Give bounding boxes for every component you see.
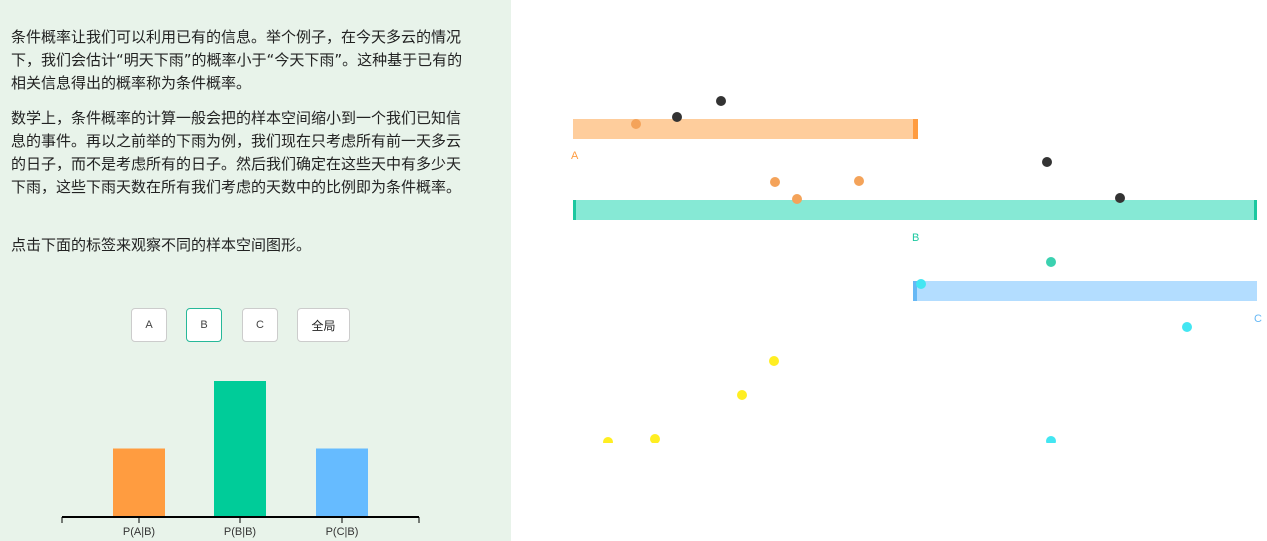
tab-c[interactable]: C [242, 308, 278, 342]
event-b-label: B [912, 232, 919, 244]
explanation-paragraph: 数学上，条件概率的计算一般会把的样本空间缩小到一个我们已知信息的事件。再以之前举… [11, 109, 462, 196]
sample-ball [1042, 157, 1052, 167]
probability-bar-chart: P(A|B) P(B|B) P(C|B) [61, 381, 420, 538]
x-tick-label-2: P(C|B) [326, 526, 359, 538]
event-b-bar [573, 200, 1257, 220]
sample-ball [716, 96, 726, 106]
bar-1 [214, 381, 266, 516]
instruction-paragraph: 点击下面的标签来观察不同的样本空间图形。 [11, 236, 312, 254]
x-tick-label-1: P(B|B) [224, 526, 256, 538]
sample-ball [854, 176, 864, 186]
tab-b[interactable]: B [186, 308, 222, 342]
sample-ball [737, 390, 747, 400]
event-c-bar [913, 281, 1257, 301]
x-tick-label-0: P(A|B) [123, 526, 155, 538]
tab-a[interactable]: A [131, 308, 167, 342]
sample-ball [1046, 257, 1056, 267]
left-panel: 条件概率让我们可以利用已有的信息。举个例子，在今天多云的情况下，我们会估计“明天… [0, 0, 511, 541]
bar-2 [316, 448, 368, 516]
sample-ball [916, 279, 926, 289]
event-a-label: A [571, 150, 579, 162]
event-b-bar-edge [1254, 200, 1257, 220]
sample-ball [1115, 193, 1125, 203]
event-c-bar-edge [913, 281, 917, 301]
sample-ball [792, 194, 802, 204]
sample-ball [769, 356, 779, 366]
sample-space-visualization: A B C [511, 96, 1267, 541]
sample-ball [650, 434, 660, 444]
event-a-bar-edge [913, 119, 918, 139]
intro-paragraph: 条件概率让我们可以利用已有的信息。举个例子，在今天多云的情况下，我们会估计“明天… [11, 28, 463, 92]
scatter-mask [511, 443, 1267, 541]
bar-0 [113, 448, 165, 516]
event-c-label: C [1254, 313, 1262, 325]
event-a-bar [573, 119, 918, 139]
sample-ball [672, 112, 682, 122]
event-b-bar-edge [573, 200, 576, 220]
sample-ball [770, 177, 780, 187]
sample-ball [631, 119, 641, 129]
sample-ball [1182, 322, 1192, 332]
tab-global[interactable]: 全局 [297, 308, 350, 342]
